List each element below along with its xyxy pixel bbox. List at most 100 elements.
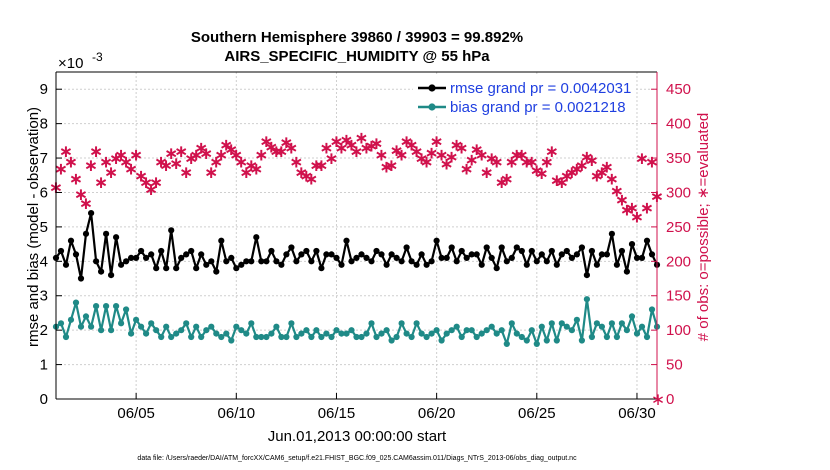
bias-point: [428, 330, 435, 337]
obs-marker: ∗: [640, 199, 654, 219]
rmse-point: [588, 247, 596, 255]
obs-marker: ∗: [445, 148, 459, 168]
bias-point: [258, 333, 265, 341]
obs-marker: ∗: [540, 152, 554, 172]
rmse-point: [188, 247, 195, 255]
obs-marker: ∗: [284, 139, 298, 159]
obs-zero-marker: ∗: [651, 390, 665, 410]
obs-marker: ∗: [430, 132, 444, 152]
bias-point: [638, 323, 646, 330]
obs-marker: ∗: [349, 142, 363, 162]
rmse-point: [493, 265, 500, 272]
rmse-point: [128, 254, 135, 261]
rmse-point: [203, 261, 210, 268]
y2-tick-label: 150: [666, 288, 691, 305]
bias-point: [363, 330, 370, 337]
bias-point: [478, 330, 485, 337]
grid: [56, 72, 657, 400]
obs-marker: ∗: [254, 146, 268, 166]
y2-tick-label: 50: [666, 357, 683, 374]
rmse-point: [82, 230, 90, 237]
rmse-point: [67, 237, 75, 244]
obs-marker: ∗: [184, 149, 198, 169]
bias-point: [72, 299, 80, 306]
bias-point: [98, 327, 105, 334]
bias-point: [108, 327, 115, 334]
x-axis-label: Jun.01,2013 00:00:00 start: [268, 428, 447, 445]
obs-marker: ∗: [274, 142, 288, 162]
rmse-point: [318, 265, 325, 272]
obs-marker: ∗: [59, 142, 73, 162]
rmse-point: [538, 251, 545, 258]
obs-marker: ∗: [99, 152, 113, 172]
bias-point: [418, 330, 425, 337]
rmse-point: [118, 261, 125, 268]
plot-area: [56, 72, 657, 399]
bias-point: [538, 323, 545, 330]
obs-marker: ∗: [530, 161, 544, 181]
obs-marker: ∗: [319, 139, 333, 159]
obs-marker: ∗: [89, 142, 103, 162]
bias-point: [518, 333, 525, 341]
y-tick-label: 3: [40, 288, 48, 305]
rmse-point: [173, 265, 180, 272]
bias-point: [193, 323, 200, 330]
rmse-point: [568, 254, 576, 261]
bias-point: [603, 333, 611, 341]
obs-marker: ∗: [565, 163, 579, 183]
obs-marker: ∗: [79, 194, 93, 214]
rmse-point: [323, 251, 330, 258]
obs-marker: ∗: [249, 159, 263, 179]
bias-point: [67, 316, 75, 323]
bias-point: [218, 333, 225, 341]
obs-marker: ∗: [344, 135, 358, 155]
obs-marker: ∗: [209, 152, 223, 172]
rmse-point: [563, 247, 570, 255]
obs-marker: ∗: [204, 163, 218, 183]
obs-marker: ∗: [314, 156, 328, 176]
bias-point: [308, 333, 315, 341]
obs-marker: ∗: [189, 146, 203, 166]
rmse-point: [313, 247, 320, 255]
obs-marker: ∗: [480, 163, 494, 183]
obs-marker: ∗: [64, 152, 78, 172]
rmse-point: [408, 258, 415, 265]
x-tick-label: 06/15: [318, 405, 356, 422]
bias-point: [158, 333, 165, 341]
bias-point: [243, 330, 250, 337]
rmse-point: [233, 265, 240, 272]
rmse-point: [193, 265, 200, 272]
bias-point: [348, 327, 355, 334]
bias-point: [583, 296, 591, 303]
obs-marker: ∗: [154, 152, 168, 172]
x-tick-label: 06/25: [518, 405, 556, 422]
rmse-point: [583, 272, 591, 279]
rmse-point: [573, 251, 581, 258]
rmse-point: [398, 258, 405, 265]
bias-point: [368, 320, 375, 327]
y2-tick-label: 400: [666, 116, 691, 133]
bias-point: [93, 303, 100, 310]
bias-point: [223, 330, 230, 337]
y-tick-label: 2: [40, 322, 48, 339]
rmse-point: [473, 251, 480, 258]
rmse-point: [413, 261, 420, 268]
chart-subtitle: AIRS_SPECIFIC_HUMIDITY @ 55 hPa: [224, 48, 490, 65]
rmse-point: [598, 251, 606, 258]
rmse-point: [433, 237, 440, 244]
obs-marker: ∗: [109, 149, 123, 169]
obs-marker: ∗: [239, 163, 253, 183]
y2-tick-label: 0: [666, 391, 674, 408]
rmse-point: [293, 258, 300, 265]
rmse-point: [163, 265, 170, 272]
axes: 0 1 2 3 4 5 6 7 8 9 06/05 06/10 06/15 06/20 06/25 06/30…: [40, 71, 691, 422]
rmse-point: [628, 241, 636, 248]
obs-marker: ∗: [425, 144, 439, 164]
obs-marker: ∗: [585, 151, 599, 171]
rmse-point: [298, 251, 305, 258]
obs-marker: ∗: [550, 171, 564, 191]
rmse-point: [348, 258, 355, 265]
y-tick-label: 6: [40, 184, 48, 201]
rmse-point: [218, 237, 225, 244]
obs-marker: ∗: [505, 152, 519, 172]
